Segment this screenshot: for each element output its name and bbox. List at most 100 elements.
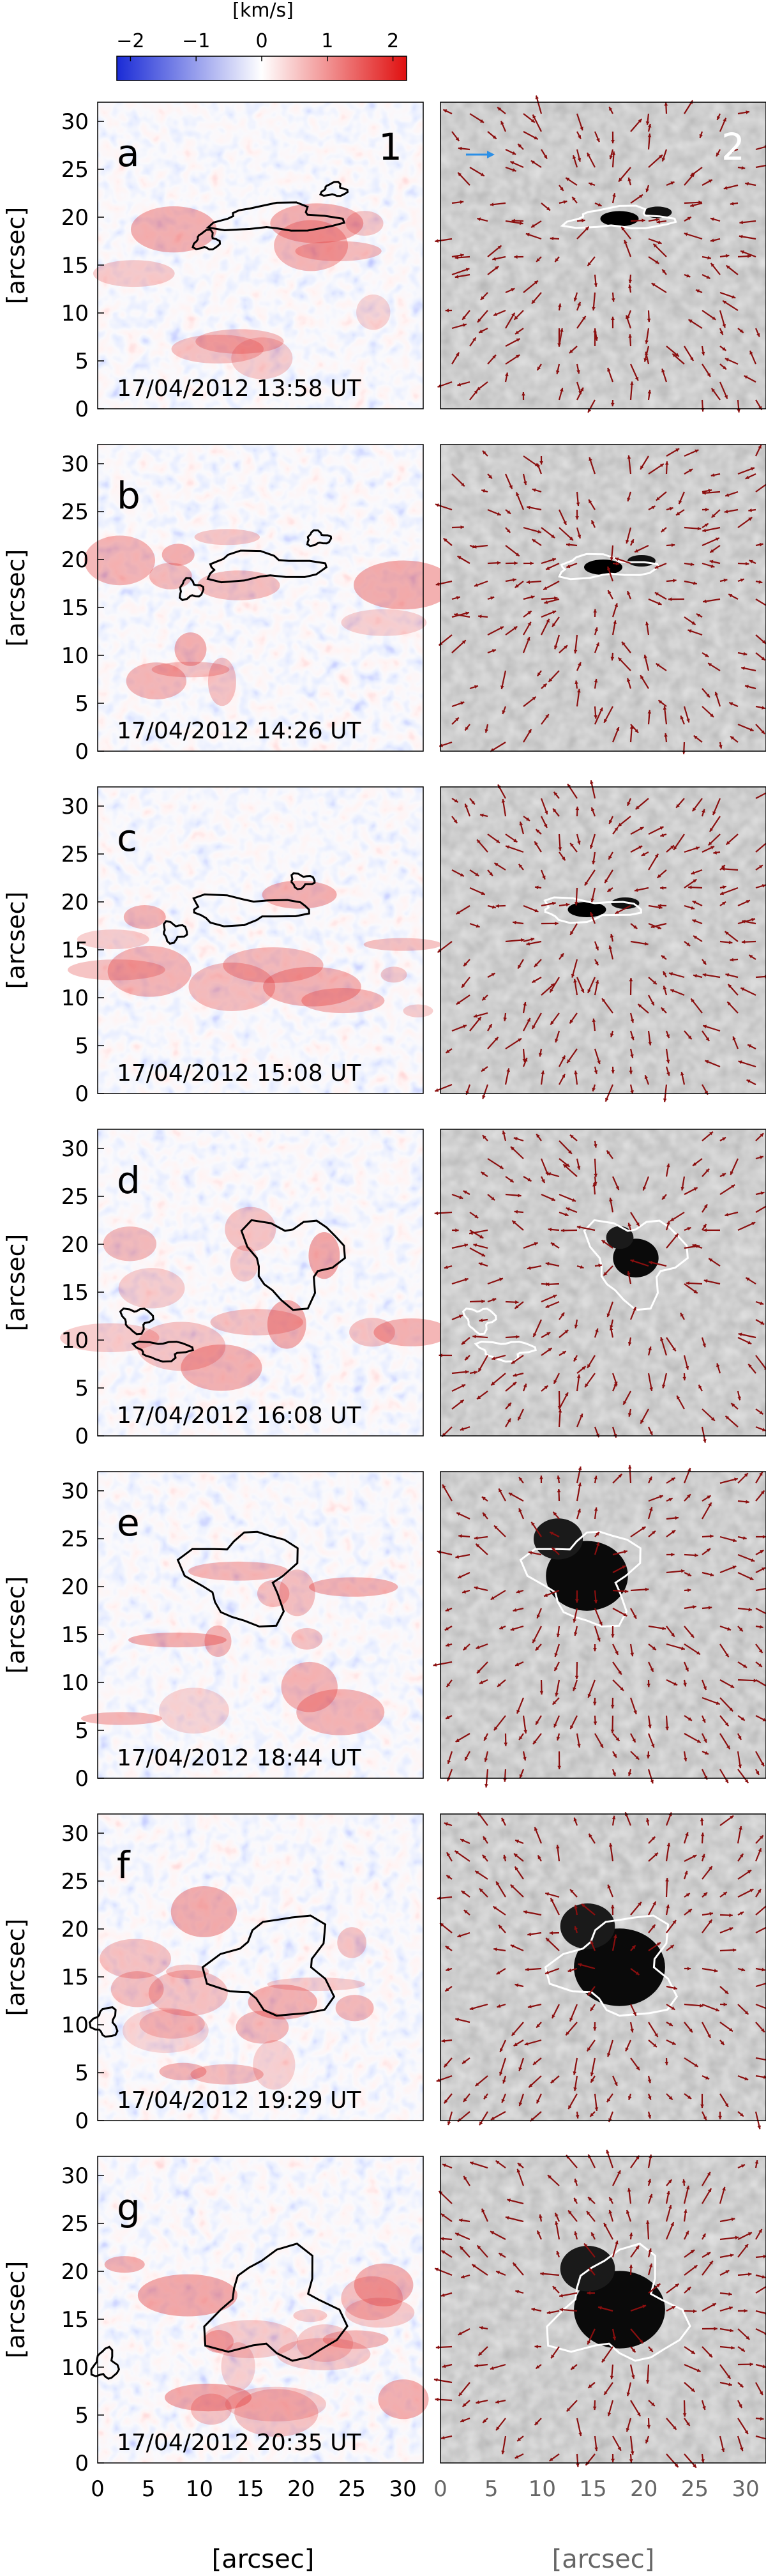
y-tick-label: 25 xyxy=(61,1184,89,1210)
redshift-patch xyxy=(152,662,230,677)
flow-arrowhead xyxy=(576,2464,580,2467)
colorbar-tick-label: 0 xyxy=(255,30,267,52)
redshift-patch xyxy=(225,1207,276,1252)
x-tick-label-left: 15 xyxy=(236,2476,264,2502)
y-tick-label: 15 xyxy=(61,1622,89,1648)
pore xyxy=(584,560,622,575)
panel-timestamp: 17/04/2012 14:26 UT xyxy=(117,718,361,744)
y-tick-label: 5 xyxy=(75,691,89,717)
y-tick-label: 5 xyxy=(75,349,89,374)
redshift-patch xyxy=(341,609,426,636)
x-tick-label-left: 5 xyxy=(142,2476,156,2502)
redshift-patch xyxy=(282,1662,338,1712)
panel-timestamp: 17/04/2012 20:35 UT xyxy=(117,2430,361,2456)
redshift-patch xyxy=(230,1246,259,1282)
redshift-patch xyxy=(308,1232,340,1279)
x-tick-label-right: 5 xyxy=(484,2476,499,2502)
redshift-patch xyxy=(295,241,381,261)
redshift-patch xyxy=(364,938,442,951)
sunspot-umbra xyxy=(560,2246,615,2291)
redshift-patch xyxy=(349,1318,395,1346)
column-label-right: 2 xyxy=(721,125,745,169)
y-tick-label: 20 xyxy=(61,1917,89,1942)
redshift-patch xyxy=(291,1628,322,1650)
y-tick-label: 10 xyxy=(61,301,89,326)
x-tick-label-left: 25 xyxy=(338,2476,366,2502)
y-tick-label: 25 xyxy=(61,1527,89,1552)
panel-letter: f xyxy=(117,1843,131,1887)
colorbar-tick-label: −2 xyxy=(116,30,144,52)
y-tick-label: 20 xyxy=(61,890,89,915)
redshift-patch xyxy=(195,329,283,353)
panel-timestamp: 17/04/2012 13:58 UT xyxy=(117,376,361,402)
column-label-left: 1 xyxy=(379,125,402,169)
redshift-patch xyxy=(159,1688,229,1734)
x-tick-label-right: 10 xyxy=(529,2476,556,2502)
y-tick-label: 25 xyxy=(61,499,89,525)
y-tick-label: 5 xyxy=(75,1376,89,1401)
y-tick-label: 5 xyxy=(75,2403,89,2428)
panel-letter: d xyxy=(117,1159,140,1202)
redshift-patch xyxy=(223,947,323,983)
y-axis-label: [arcsec] xyxy=(2,1234,30,1332)
flow-arrowhead xyxy=(436,2345,439,2349)
flow-arrowhead xyxy=(503,1778,507,1782)
redshift-patch xyxy=(346,211,384,236)
y-tick-label: 0 xyxy=(75,397,89,422)
x-tick-label-right: 15 xyxy=(579,2476,606,2502)
y-tick-label: 10 xyxy=(61,643,89,669)
pore xyxy=(601,211,639,226)
y-tick-label: 25 xyxy=(61,842,89,867)
doppler-panel-a: a17/04/2012 13:58 UT1051015202530[arcsec… xyxy=(2,102,423,422)
x-tick-label-left: 0 xyxy=(91,2476,105,2502)
panel-grid: a17/04/2012 13:58 UT1051015202530[arcsec… xyxy=(2,96,766,2502)
doppler-map xyxy=(98,1472,423,1778)
redshift-patch xyxy=(174,632,206,666)
y-tick-label: 25 xyxy=(61,2211,89,2237)
y-tick-label: 30 xyxy=(61,794,89,819)
y-tick-label: 10 xyxy=(61,2355,89,2381)
redshift-patch xyxy=(137,1322,225,1371)
redshift-patch xyxy=(323,2330,389,2349)
x-tick-label-right: 0 xyxy=(433,2476,447,2502)
y-axis-label: [arcsec] xyxy=(2,892,30,989)
x-tick-label-left: 30 xyxy=(389,2476,416,2502)
redshift-patch xyxy=(188,1562,289,1581)
flow-arrowhead xyxy=(737,409,740,413)
redshift-patch xyxy=(195,529,260,545)
panel-letter: g xyxy=(117,2186,140,2229)
y-tick-label: 15 xyxy=(61,1280,89,1306)
redshift-patch xyxy=(93,260,175,287)
y-tick-label: 5 xyxy=(75,2061,89,2086)
sunspot-umbra xyxy=(560,1903,615,1949)
colorbar-tick-label: 1 xyxy=(321,30,333,52)
redshift-patch xyxy=(253,2040,295,2090)
continuum-panel-f xyxy=(437,1812,766,2129)
flow-arrowhead xyxy=(628,1465,632,1468)
y-axis-label: [arcsec] xyxy=(2,207,30,305)
y-tick-label: 5 xyxy=(75,1718,89,1744)
continuum-panel-a: 2 xyxy=(435,96,766,413)
redshift-patch xyxy=(84,535,155,585)
redshift-patch xyxy=(267,1300,306,1348)
y-tick-label: 25 xyxy=(61,157,89,183)
redshift-patch xyxy=(171,1886,237,1937)
y-tick-label: 20 xyxy=(61,2259,89,2285)
pore xyxy=(568,902,606,917)
colorbar-tick-label: 2 xyxy=(387,30,399,52)
x-axis-label-left: [arcsec] xyxy=(212,2545,315,2573)
y-tick-label: 15 xyxy=(61,595,89,621)
redshift-patch xyxy=(131,206,217,252)
y-axis-label: [arcsec] xyxy=(2,2261,30,2359)
redshift-patch xyxy=(138,2275,237,2317)
continuum-map xyxy=(440,1472,766,1778)
y-axis-label: [arcsec] xyxy=(2,1576,30,1674)
redshift-patch xyxy=(204,2320,298,2358)
